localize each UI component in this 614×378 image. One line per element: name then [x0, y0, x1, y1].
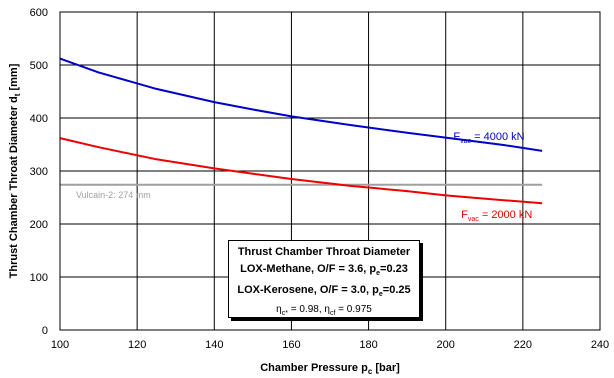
x-tick-label: 140 [205, 339, 223, 351]
y-tick-label: 500 [30, 60, 48, 72]
series-line-1 [59, 137, 543, 205]
legend-line-kerosene: LOX-Kerosene, O/F = 3.0, pe=0.25 [237, 284, 411, 299]
y-tick-label: 400 [30, 113, 48, 125]
y-axis-title: Thrust Chamber Throat Diameter dt [mm] [8, 63, 22, 278]
x-tick-label: 220 [514, 339, 532, 351]
series-line-0 [59, 57, 543, 152]
x-tick-label: 120 [128, 339, 146, 351]
grid-lines [59, 11, 601, 331]
vulcain-reference-label: Vulcain-2: 274 mm [76, 189, 151, 200]
plot-area-frame [59, 11, 601, 331]
y-tick-label: 200 [30, 219, 48, 231]
y-tick-label: 300 [30, 166, 48, 178]
x-axis-title: Chamber Pressure pc [bar] [260, 362, 400, 376]
series-label-4000kn: Fvac = 4000 kN [453, 130, 525, 146]
y-tick-labels: 0 100 200 300 400 500 600 [30, 7, 48, 337]
legend-line-efficiencies: ηc* = 0.98, ηcf = 0.975 [276, 304, 372, 318]
y-tick-label: 100 [30, 272, 48, 284]
legend-line-methane: LOX-Methane, O/F = 3.6, pe=0.23 [240, 263, 408, 278]
x-tick-label: 160 [282, 339, 300, 351]
y-tick-label: 0 [42, 325, 48, 337]
y-tick-label: 600 [30, 7, 48, 19]
x-tick-label: 240 [591, 339, 609, 351]
x-tick-label: 100 [51, 339, 69, 351]
x-tick-labels: 100 120 140 160 180 200 220 240 [51, 339, 609, 351]
legend-box: Thrust Chamber Throat Diameter LOX-Metha… [228, 240, 420, 318]
x-tick-label: 200 [437, 339, 455, 351]
series-layer [59, 57, 543, 205]
x-tick-label: 180 [359, 339, 377, 351]
legend-title: Thrust Chamber Throat Diameter [237, 246, 411, 258]
series-label-2000kn: Fvac = 2000 kN [461, 209, 533, 224]
